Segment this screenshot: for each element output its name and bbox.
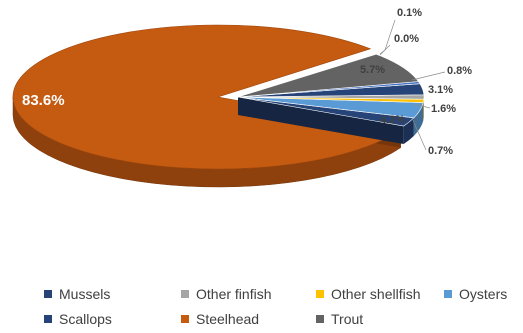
leader-line-5 xyxy=(411,117,427,151)
legend-label-mussels: Mussels xyxy=(59,286,111,302)
chart-legend: Mussels Other finfish Other shellfish Oy… xyxy=(0,278,523,330)
label-trout: 5.7% xyxy=(360,64,385,76)
leader-line-3 xyxy=(411,71,446,81)
legend-label-other-finfish: Other finfish xyxy=(196,286,272,302)
leader-line-2 xyxy=(379,44,391,56)
leader-line-4 xyxy=(413,103,431,109)
legend-item-trout: Trout xyxy=(316,309,363,329)
legend-item-other-finfish: Other finfish xyxy=(181,284,271,304)
legend-swatch-scallops xyxy=(44,315,52,323)
slice-side-other-shellfish xyxy=(423,99,424,121)
label-scallops: 0.7% xyxy=(428,145,453,157)
label-oysters: 4.2% xyxy=(380,114,405,126)
legend-label-scallops: Scallops xyxy=(59,311,112,327)
slice-scallops-cut xyxy=(238,97,404,145)
legend-item-other-shellfish: Other shellfish xyxy=(316,284,420,304)
legend-item-mussels: Mussels xyxy=(44,284,110,304)
legend-swatch-oysters xyxy=(444,290,452,298)
label-steelhead: 83.6% xyxy=(22,92,65,109)
legend-label-oysters: Oysters xyxy=(459,286,508,302)
label-other-finfish: 0.8% xyxy=(447,65,472,77)
legend-item-scallops: Scallops xyxy=(44,309,112,329)
legend-label-trout: Trout xyxy=(331,311,364,327)
legend-label-steelhead: Steelhead xyxy=(196,311,260,327)
legend-swatch-trout xyxy=(316,315,324,323)
slice-steelhead xyxy=(12,24,402,170)
label-minor-1: 0.1% xyxy=(397,7,422,19)
label-mussels: 3.1% xyxy=(428,84,453,96)
legend-label-other-shellfish: Other shellfish xyxy=(331,286,421,302)
legend-swatch-mussels xyxy=(44,290,52,298)
label-other-shellfish: 1.6% xyxy=(431,103,456,115)
legend-item-steelhead: Steelhead xyxy=(181,309,259,329)
leader-line-0 xyxy=(384,19,396,51)
legend-item-oysters: Oysters xyxy=(444,284,507,304)
legend-swatch-other-finfish xyxy=(181,290,189,298)
slice-trout xyxy=(237,53,420,98)
label-minor-2: 0.0% xyxy=(394,33,419,45)
legend-swatch-steelhead xyxy=(181,315,189,323)
legend-swatch-other-shellfish xyxy=(316,290,324,298)
